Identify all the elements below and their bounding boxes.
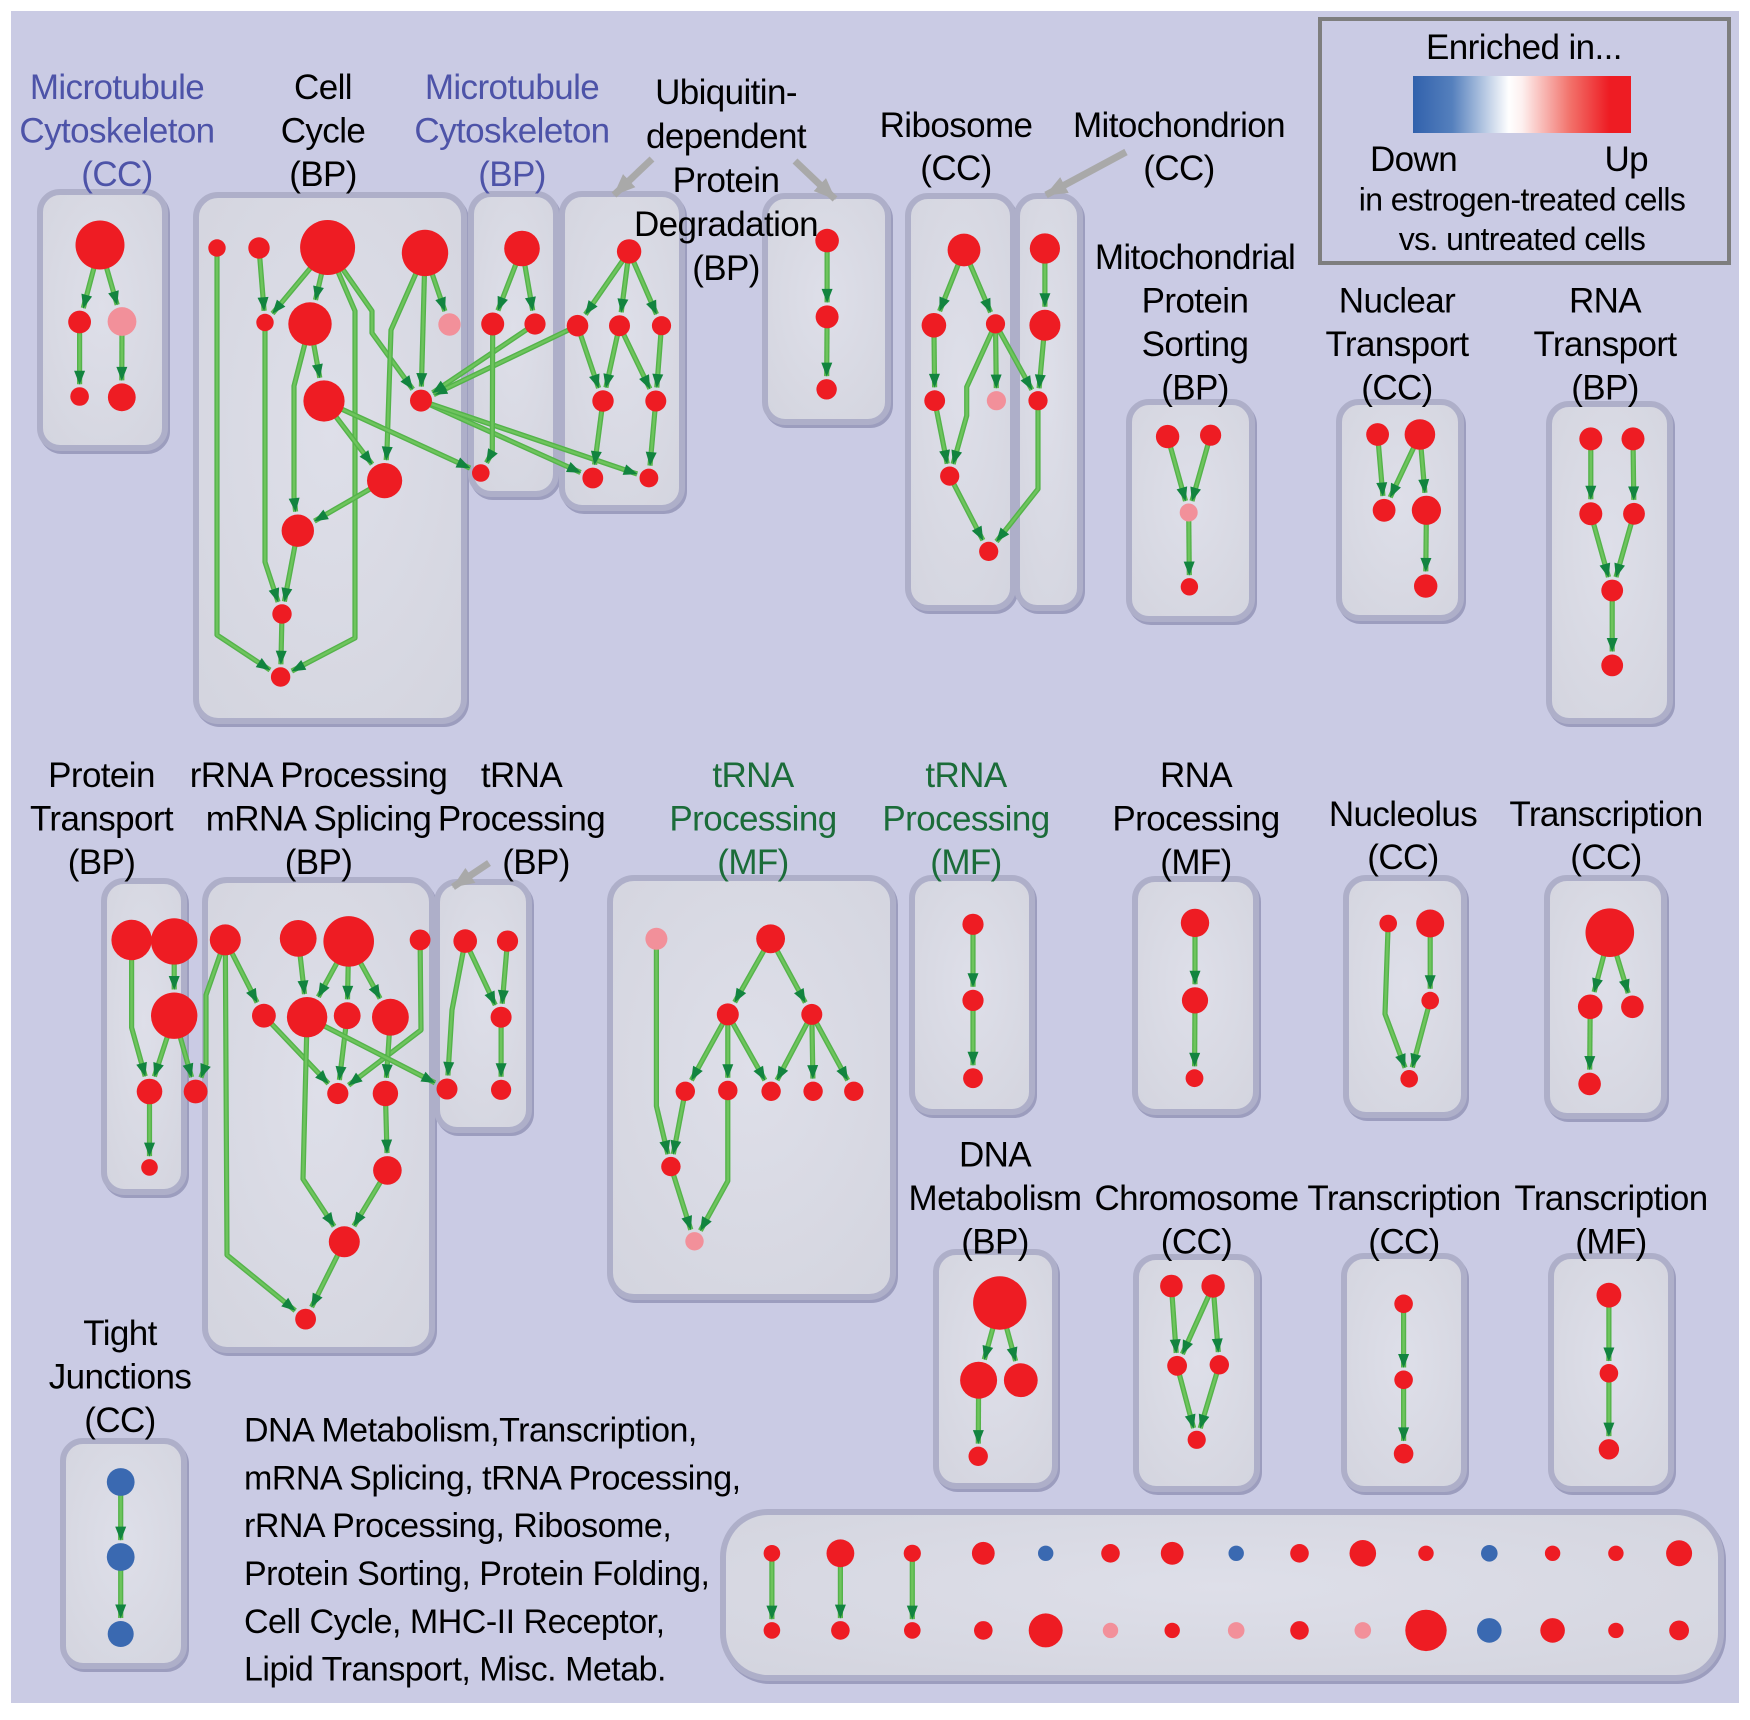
svg-text:in estrogen-treated cells: in estrogen-treated cells <box>1359 182 1686 218</box>
svg-text:Cytoskeleton: Cytoskeleton <box>414 112 609 151</box>
svg-text:Protein Sorting, Protein Foldi: Protein Sorting, Protein Folding, <box>244 1555 709 1593</box>
svg-text:Protein: Protein <box>1142 282 1249 321</box>
svg-text:Ribosome: Ribosome <box>880 106 1033 145</box>
svg-text:(BP): (BP) <box>1161 369 1229 408</box>
svg-text:Mitochondrion: Mitochondrion <box>1073 106 1285 145</box>
svg-text:Degradation: Degradation <box>634 205 818 244</box>
svg-text:Transcription: Transcription <box>1514 1179 1707 1218</box>
svg-text:Tight: Tight <box>83 1314 157 1353</box>
svg-text:Processing: Processing <box>669 800 836 839</box>
svg-text:(BP): (BP) <box>961 1223 1029 1262</box>
svg-text:Transcription: Transcription <box>1307 1179 1500 1218</box>
svg-text:Mitochondrial: Mitochondrial <box>1095 238 1295 277</box>
svg-text:Nucleolus: Nucleolus <box>1329 795 1477 834</box>
svg-text:Protein: Protein <box>673 161 780 200</box>
svg-text:dependent: dependent <box>646 117 807 156</box>
svg-text:(CC): (CC) <box>84 1401 155 1440</box>
svg-text:(BP): (BP) <box>478 155 546 194</box>
svg-text:(BP): (BP) <box>1571 369 1639 408</box>
svg-text:Processing: Processing <box>438 800 605 839</box>
svg-text:Junctions: Junctions <box>49 1358 192 1397</box>
svg-text:Protein: Protein <box>48 756 155 795</box>
svg-text:RNA: RNA <box>1160 756 1233 795</box>
svg-text:rRNA Processing: rRNA Processing <box>190 756 447 795</box>
svg-text:Down: Down <box>1370 140 1457 179</box>
svg-text:(CC): (CC) <box>1570 838 1641 877</box>
svg-text:Cycle: Cycle <box>281 112 366 151</box>
svg-text:Cell Cycle, MHC-II Receptor,: Cell Cycle, MHC-II Receptor, <box>244 1603 665 1641</box>
svg-text:(CC): (CC) <box>1361 369 1432 408</box>
svg-text:(CC): (CC) <box>1143 149 1214 188</box>
svg-text:Transport: Transport <box>1325 325 1469 364</box>
svg-text:Transport: Transport <box>1533 325 1677 364</box>
svg-text:Sorting: Sorting <box>1142 325 1249 364</box>
svg-text:Cell: Cell <box>294 68 352 107</box>
svg-text:mRNA Splicing: mRNA Splicing <box>206 800 432 839</box>
svg-text:DNA Metabolism,Transcription,: DNA Metabolism,Transcription, <box>244 1412 697 1450</box>
svg-text:Nuclear: Nuclear <box>1339 282 1456 321</box>
svg-text:(CC): (CC) <box>1161 1223 1232 1262</box>
svg-text:Up: Up <box>1604 140 1648 179</box>
svg-text:Processing: Processing <box>882 800 1049 839</box>
svg-text:Ubiquitin-: Ubiquitin- <box>655 73 797 112</box>
svg-text:mRNA Splicing, tRNA Processing: mRNA Splicing, tRNA Processing, <box>244 1459 741 1497</box>
svg-text:Microtubule: Microtubule <box>30 68 204 107</box>
svg-text:(MF): (MF) <box>717 843 788 882</box>
svg-text:Lipid Transport, Misc. Metab.: Lipid Transport, Misc. Metab. <box>244 1651 666 1689</box>
svg-text:Chromosome: Chromosome <box>1094 1179 1298 1218</box>
svg-text:vs. untreated cells: vs. untreated cells <box>1399 221 1646 257</box>
svg-text:(MF): (MF) <box>1575 1223 1646 1262</box>
svg-text:tRNA: tRNA <box>481 756 563 795</box>
svg-text:(BP): (BP) <box>502 843 570 882</box>
svg-text:(BP): (BP) <box>692 249 760 288</box>
svg-text:(CC): (CC) <box>1367 838 1438 877</box>
svg-text:rRNA Processing, Ribosome,: rRNA Processing, Ribosome, <box>244 1507 671 1545</box>
svg-text:DNA: DNA <box>959 1136 1032 1175</box>
svg-text:(MF): (MF) <box>1160 843 1231 882</box>
svg-text:Transcription: Transcription <box>1509 795 1702 834</box>
svg-text:(CC): (CC) <box>1368 1223 1439 1262</box>
svg-text:(BP): (BP) <box>289 155 357 194</box>
svg-text:(CC): (CC) <box>920 149 991 188</box>
svg-text:Transport: Transport <box>30 800 174 839</box>
svg-text:RNA: RNA <box>1569 282 1642 321</box>
svg-text:(BP): (BP) <box>68 843 136 882</box>
svg-text:tRNA: tRNA <box>925 756 1007 795</box>
svg-text:(MF): (MF) <box>930 843 1001 882</box>
svg-text:(CC): (CC) <box>81 155 152 194</box>
svg-text:Microtubule: Microtubule <box>425 68 599 107</box>
svg-text:tRNA: tRNA <box>712 756 794 795</box>
svg-text:Processing: Processing <box>1112 800 1279 839</box>
svg-text:(BP): (BP) <box>285 843 353 882</box>
svg-text:Cytoskeleton: Cytoskeleton <box>19 112 214 151</box>
svg-text:Enriched in...: Enriched in... <box>1426 28 1622 67</box>
svg-text:Metabolism: Metabolism <box>909 1179 1082 1218</box>
